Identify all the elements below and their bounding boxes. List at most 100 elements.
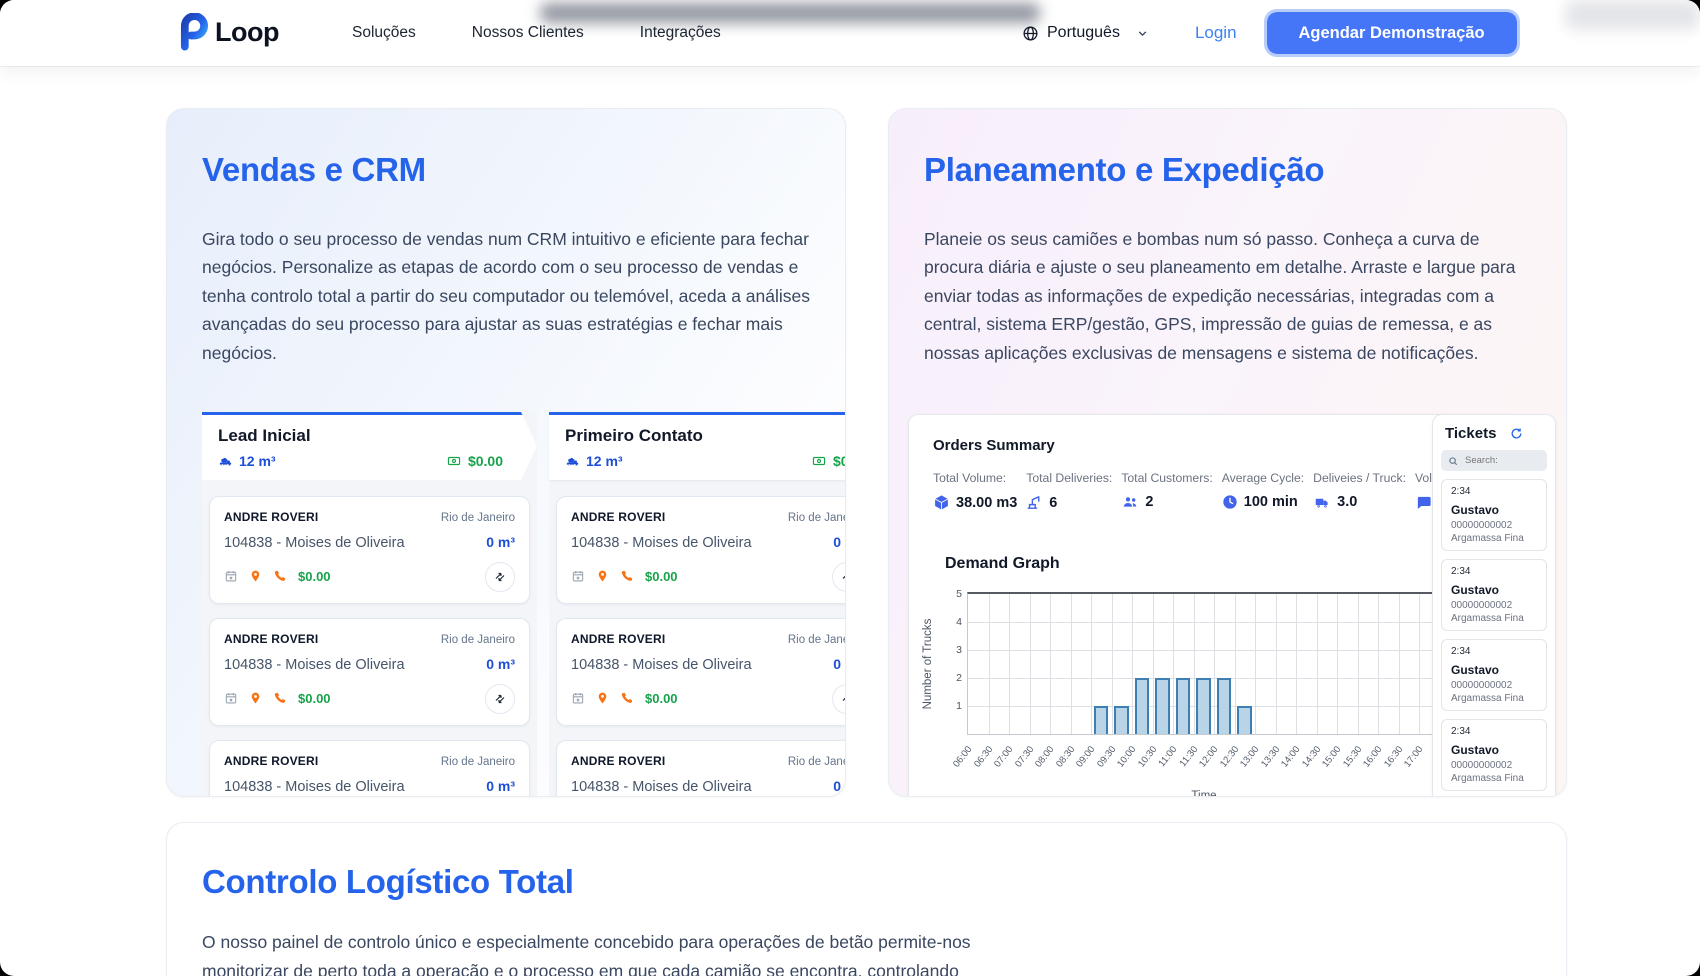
map-pin-icon[interactable] [249,691,262,705]
ticket-time: 2:34 [1451,566,1471,577]
y-tick-label: 3 [956,644,962,656]
deal-volume: 0 m³ [486,778,515,794]
deal-volume: 0 m³ [833,534,845,550]
kanban-column-primeiro-contato: Primeiro Contato 12 m³ $0.00 [549,412,845,796]
orders-summary-stats: Total Volume: 38.00 m3 Total Deliveries:… [933,471,1447,511]
nav-link[interactable]: Nossos Clientes [471,24,584,41]
crm-deal-card[interactable]: ANDRE ROVERI Rio de Janeiro 104838 - Moi… [209,496,530,604]
phone-icon[interactable] [620,691,634,705]
tickets-search[interactable] [1441,450,1547,471]
ticket-customer: Gustavo [1451,503,1500,517]
scrolled-content-smudge [1565,0,1700,30]
grid-line [1193,594,1195,734]
crm-deal-card[interactable]: ANDRE ROVERI Rio de Janeiro 104838 - Moi… [556,618,845,726]
chat-icon [1415,494,1432,511]
grid-line [1152,594,1154,734]
deal-order: 104838 - Moises de Oliveira [571,535,752,551]
kanban-column-header[interactable]: Primeiro Contato 12 m³ $0.00 [549,412,845,480]
tickets-title: Tickets [1445,425,1497,442]
deal-city: Rio de Janeiro [440,512,515,524]
grid-line [1132,594,1134,734]
phone-icon[interactable] [620,569,634,583]
grid-line [1009,594,1011,734]
column-amount: $0.00 [832,453,845,469]
grid-line [968,650,1440,651]
y-tick-label: 4 [956,616,962,628]
main-nav: Soluções Nossos Clientes Integrações [352,0,721,66]
language-selector[interactable]: Português [1022,24,1149,42]
ticket-item[interactable]: 2:34 Gustavo 00000000002 Argamassa Fina [1441,479,1547,551]
ticket-time: 2:34 [1451,646,1471,657]
crm-deal-card[interactable]: ANDRE ROVERI Rio de Janeiro 104838 - Moi… [556,740,845,796]
ticket-customer: Gustavo [1451,743,1500,757]
demand-bar [1196,678,1211,734]
deal-order: 104838 - Moises de Oliveira [571,657,752,673]
deal-customer-name: ANDRE ROVERI [224,632,319,646]
grid-line [1029,594,1031,734]
ticket-product: Argamassa Fina [1451,613,1524,624]
banknote-icon [446,454,462,468]
grid-line [1111,594,1113,734]
schedule-demo-button[interactable]: Agendar Demonstração [1263,9,1520,57]
ticket-code: 00000000002 [1451,520,1513,531]
ticket-item[interactable]: 2:34 Gustavo 00000000002 Argamassa Fina [1441,559,1547,631]
crm-deal-card[interactable]: ANDRE ROVERI Rio de Janeiro 104838 - Moi… [556,496,845,604]
swap-stage-button[interactable] [832,562,845,592]
calendar-icon[interactable] [224,569,238,583]
column-volume: 12 m³ [586,453,623,469]
calendar-icon[interactable] [224,691,238,705]
y-tick-label: 5 [956,588,962,600]
stat-deliveries-per-truck: Deliveies / Truck: 3.0 [1313,471,1406,510]
kanban-column-header[interactable]: Lead Inicial 12 m³ $0.00 [202,412,537,480]
swap-stage-button[interactable] [832,684,845,714]
swap-arrows-icon [494,571,506,583]
map-pin-icon[interactable] [596,691,609,705]
refresh-icon[interactable] [1510,427,1523,440]
kanban-column-body: ANDRE ROVERI Rio de Janeiro 104838 - Moi… [202,480,537,796]
deal-order: 104838 - Moises de Oliveira [224,779,405,795]
header-right: Português Login Agendar Demonstração [1022,0,1520,66]
login-link[interactable]: Login [1194,23,1237,42]
calendar-icon[interactable] [571,569,585,583]
deal-customer-name: ANDRE ROVERI [224,754,319,768]
logistics-description-line: monitorizar de perto toda a operação e o… [202,960,959,976]
swap-stage-button[interactable] [485,562,515,592]
ticket-product: Argamassa Fina [1451,533,1524,544]
planning-title: Planeamento e Expedição [924,151,1325,188]
swap-stage-button[interactable] [485,684,515,714]
tickets-list: 2:34 Gustavo 00000000002 Argamassa Fina … [1441,479,1547,796]
chevron-down-icon [1136,27,1149,40]
logo[interactable]: Loop [174,13,279,51]
map-pin-icon[interactable] [249,569,262,583]
grid-line [1214,594,1216,734]
ticket-item[interactable]: 2:34 Gustavo 00000000002 Argamassa Fina [1441,639,1547,711]
crm-deal-card[interactable]: ANDRE ROVERI Rio de Janeiro 104838 - Moi… [209,740,530,796]
x-axis-label: Time [1191,790,1217,797]
phone-icon[interactable] [273,691,287,705]
orders-summary-title: Orders Summary [933,437,1055,454]
y-tick-label: 1 [956,700,962,712]
column-volume: 12 m³ [239,453,276,469]
logistics-description-line: O nosso painel de controlo único e espec… [202,932,971,952]
grid-line [1173,594,1175,734]
nav-link[interactable]: Integrações [639,24,721,41]
ticket-item[interactable]: 2:34 Gustavo 00000000002 Argamassa Fina [1441,719,1547,791]
mixer-truck-icon [218,454,233,469]
demand-bar [1114,706,1129,734]
search-input[interactable] [1463,454,1537,467]
deal-city: Rio de Janeiro [440,634,515,646]
nav-link[interactable]: Soluções [352,24,416,41]
map-pin-icon[interactable] [596,569,609,583]
phone-icon[interactable] [273,569,287,583]
grid-line [1419,594,1421,734]
ticket-product: Argamassa Fina [1451,773,1524,784]
ticket-code: 00000000002 [1451,760,1513,771]
calendar-icon[interactable] [571,691,585,705]
crm-deal-card[interactable]: ANDRE ROVERI Rio de Janeiro 104838 - Moi… [209,618,530,726]
swap-arrows-icon [841,571,845,583]
demand-graph-plot: Number of Trucks Time 1 2 3 4 5 06:00 06:30 07:… [922,588,1441,796]
deal-amount: $0.00 [298,690,331,706]
tickets-panel: Tickets 2:34 Gustavo 00000000002 [1432,414,1556,796]
loop-logo-icon [174,13,208,51]
